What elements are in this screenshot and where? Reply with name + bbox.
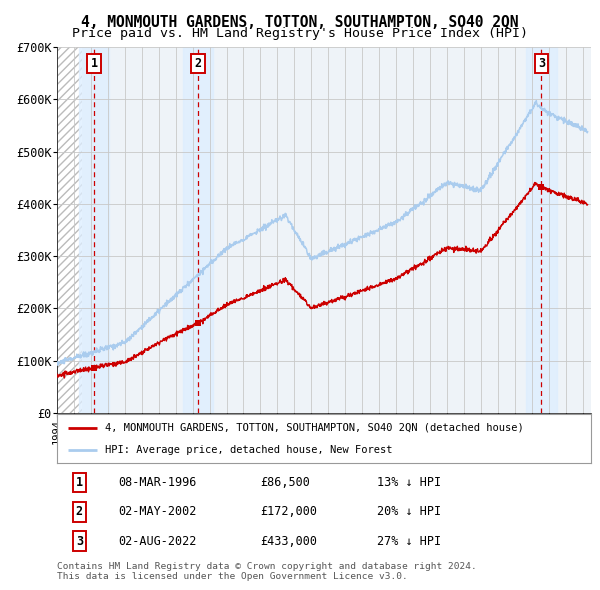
Text: 3: 3 [76, 535, 83, 548]
Text: 4, MONMOUTH GARDENS, TOTTON, SOUTHAMPTON, SO40 2QN (detached house): 4, MONMOUTH GARDENS, TOTTON, SOUTHAMPTON… [105, 423, 524, 433]
Text: 4, MONMOUTH GARDENS, TOTTON, SOUTHAMPTON, SO40 2QN: 4, MONMOUTH GARDENS, TOTTON, SOUTHAMPTON… [81, 15, 519, 30]
Text: Contains HM Land Registry data © Crown copyright and database right 2024.
This d: Contains HM Land Registry data © Crown c… [57, 562, 477, 581]
Bar [57, 47, 82, 413]
Bar [183, 47, 214, 413]
Text: £433,000: £433,000 [260, 535, 317, 548]
Text: £172,000: £172,000 [260, 505, 317, 519]
Text: 02-MAY-2002: 02-MAY-2002 [118, 505, 197, 519]
Text: 20% ↓ HPI: 20% ↓ HPI [377, 505, 442, 519]
Text: 3: 3 [538, 57, 545, 70]
Text: 2: 2 [194, 57, 202, 70]
Text: 13% ↓ HPI: 13% ↓ HPI [377, 476, 442, 489]
Text: HPI: Average price, detached house, New Forest: HPI: Average price, detached house, New … [105, 445, 392, 455]
Text: 1: 1 [91, 57, 98, 70]
Text: 02-AUG-2022: 02-AUG-2022 [118, 535, 197, 548]
Text: 27% ↓ HPI: 27% ↓ HPI [377, 535, 442, 548]
Text: £86,500: £86,500 [260, 476, 310, 489]
Text: 08-MAR-1996: 08-MAR-1996 [118, 476, 197, 489]
Text: Price paid vs. HM Land Registry's House Price Index (HPI): Price paid vs. HM Land Registry's House … [72, 27, 528, 40]
Text: 1: 1 [76, 476, 83, 489]
Bar [526, 47, 557, 413]
Bar [79, 47, 109, 413]
Text: 2: 2 [76, 505, 83, 519]
